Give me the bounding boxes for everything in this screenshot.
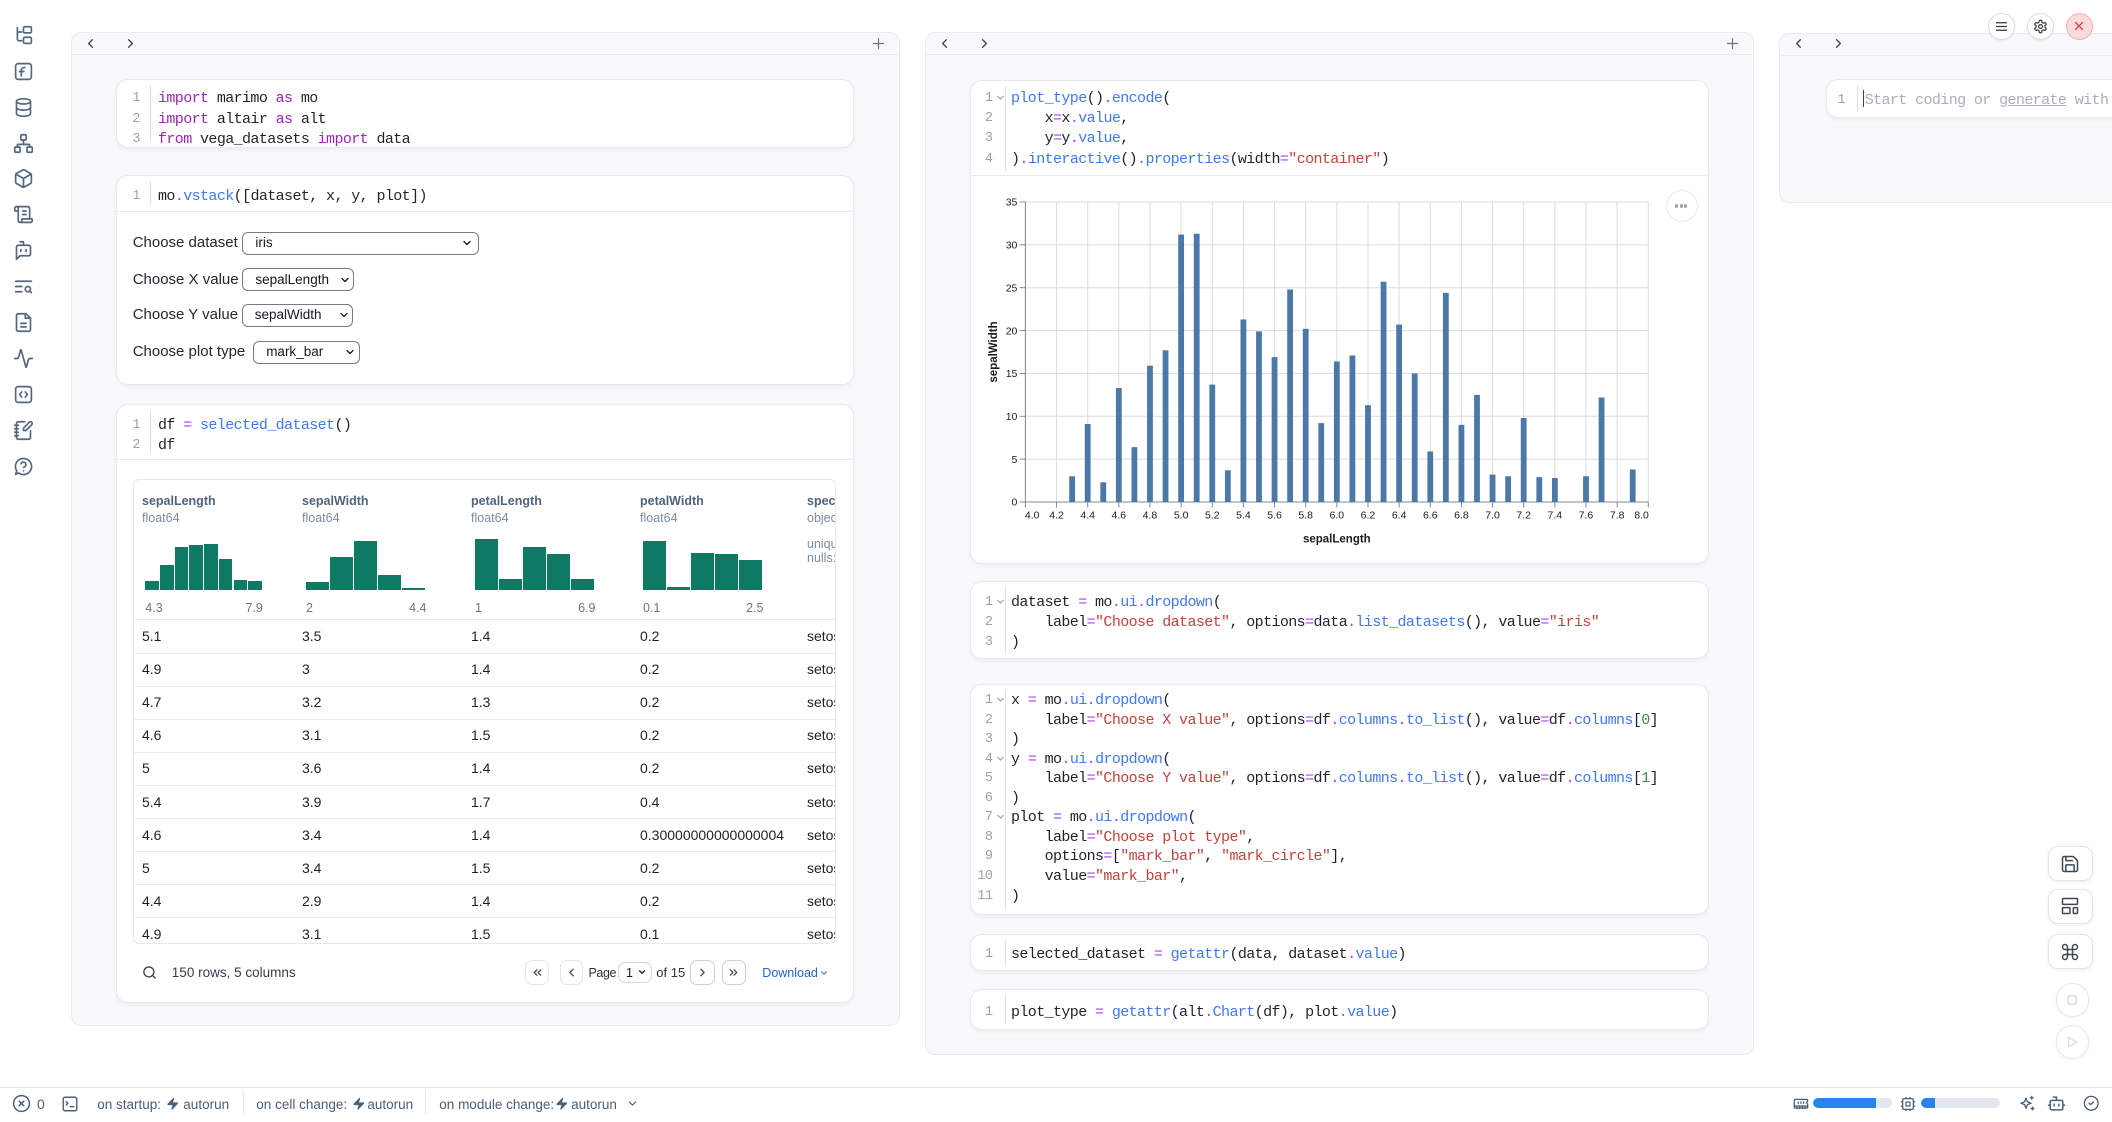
svg-text:6.8: 6.8 (1454, 510, 1469, 522)
svg-text:5.4: 5.4 (1236, 510, 1251, 522)
svg-text:8.0: 8.0 (1634, 510, 1649, 522)
svg-text:4.2: 4.2 (1049, 510, 1064, 522)
svg-text:5.2: 5.2 (1205, 510, 1220, 522)
svg-text:4.4: 4.4 (1080, 510, 1095, 522)
svg-text:5: 5 (1012, 454, 1018, 466)
svg-text:4.6: 4.6 (1112, 510, 1127, 522)
svg-text:6.6: 6.6 (1423, 510, 1438, 522)
svg-text:7.6: 7.6 (1579, 510, 1594, 522)
svg-text:20: 20 (1006, 325, 1018, 337)
svg-text:7.4: 7.4 (1548, 510, 1563, 522)
svg-text:sepalLength: sepalLength (1303, 534, 1371, 546)
svg-text:30: 30 (1006, 240, 1018, 252)
svg-text:7.8: 7.8 (1610, 510, 1625, 522)
svg-text:6.4: 6.4 (1392, 510, 1407, 522)
svg-text:7.0: 7.0 (1485, 510, 1500, 522)
svg-text:4.0: 4.0 (1025, 510, 1040, 522)
svg-text:0: 0 (1012, 497, 1018, 509)
svg-text:4.8: 4.8 (1143, 510, 1158, 522)
svg-text:5.0: 5.0 (1174, 510, 1189, 522)
svg-text:10: 10 (1006, 411, 1018, 423)
svg-text:sepalWidth: sepalWidth (988, 321, 1000, 382)
svg-text:6.0: 6.0 (1330, 510, 1345, 522)
svg-text:15: 15 (1006, 368, 1018, 380)
svg-text:7.2: 7.2 (1516, 510, 1531, 522)
svg-text:25: 25 (1006, 282, 1018, 294)
svg-text:5.6: 5.6 (1267, 510, 1282, 522)
svg-text:6.2: 6.2 (1361, 510, 1376, 522)
svg-text:35: 35 (1006, 197, 1018, 209)
svg-text:5.8: 5.8 (1298, 510, 1313, 522)
